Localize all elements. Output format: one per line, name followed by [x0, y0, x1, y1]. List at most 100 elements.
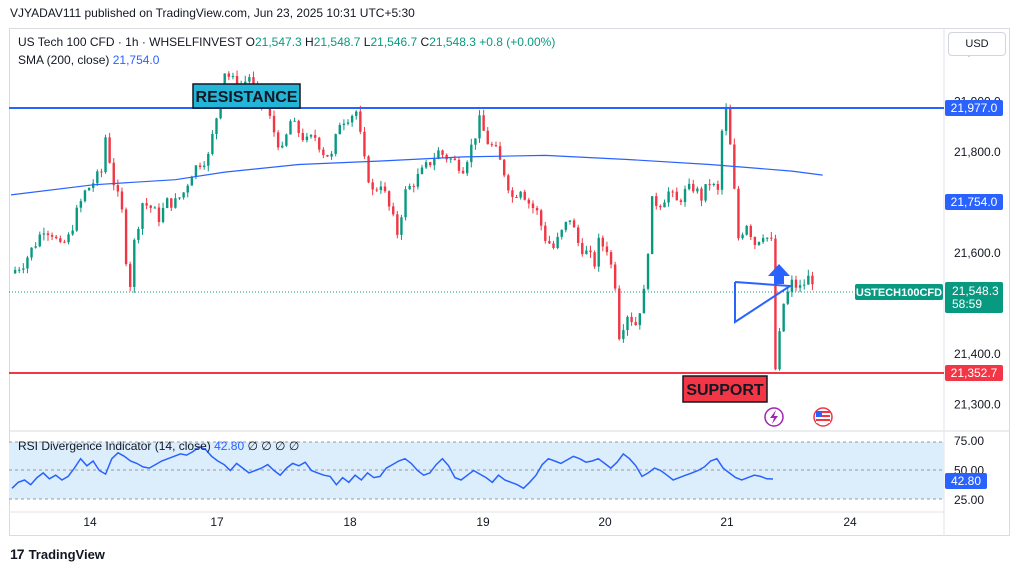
- candle-body: [811, 275, 814, 285]
- tradingview-logo-icon: 17: [10, 546, 25, 562]
- candle-body: [687, 183, 691, 190]
- lightning-event-icon[interactable]: [764, 407, 784, 427]
- candle-body: [531, 203, 535, 209]
- candle-body: [478, 115, 481, 139]
- high-value: 21,548.7: [313, 35, 361, 49]
- support-label-box[interactable]: SUPPORT: [682, 375, 768, 403]
- candle-body: [87, 187, 91, 191]
- sma-value: 21,754.0: [112, 53, 160, 67]
- sma-legend[interactable]: SMA (200, close) 21,754.0: [18, 53, 159, 67]
- symbol-title: US Tech 100 CFD · 1h · WHSELFINVEST: [18, 35, 243, 49]
- high-label: H: [305, 35, 314, 49]
- candle-body: [774, 238, 777, 370]
- footer-brand: TradingView: [28, 546, 105, 562]
- candle-body: [650, 196, 654, 255]
- candle-body: [630, 316, 633, 323]
- candle-body: [724, 108, 728, 131]
- candle-body: [803, 284, 806, 286]
- price-tick-label: 21,800.0: [954, 145, 1001, 159]
- candle-body: [165, 198, 169, 209]
- last-price-tag: 21,548.3 58:59: [945, 282, 1003, 313]
- resistance-label-box[interactable]: RESISTANCE: [192, 83, 301, 109]
- candle-body: [186, 185, 189, 193]
- up-arrow-icon[interactable]: [768, 264, 790, 284]
- currency-button[interactable]: USD: [948, 32, 1006, 56]
- tradingview-logo[interactable]: 17 TradingView: [10, 546, 105, 562]
- rsi-tick-label: 25.00: [954, 493, 984, 507]
- candle-body: [404, 189, 407, 218]
- candle-body: [597, 237, 600, 267]
- candle-body: [301, 133, 305, 141]
- candle-body: [408, 185, 411, 190]
- rsi-legend[interactable]: RSI Divergence Indicator (14, close) 42.…: [18, 439, 299, 453]
- candle-body: [539, 210, 543, 226]
- candle-body: [737, 188, 740, 239]
- candle-body: [798, 285, 802, 288]
- candle-body: [116, 185, 120, 192]
- support-label: SUPPORT: [686, 382, 764, 399]
- candle-body: [585, 250, 588, 255]
- candle-body: [441, 150, 444, 155]
- candle-body: [153, 207, 157, 209]
- rsi-band: [9, 442, 944, 499]
- candle-body: [55, 236, 58, 239]
- candle-body: [67, 234, 70, 243]
- us-flag-event-icon[interactable]: [813, 407, 833, 427]
- candle-body: [178, 197, 181, 199]
- candle-body: [289, 121, 292, 135]
- sma-line: [10, 154, 823, 196]
- candle-body: [420, 167, 424, 174]
- candle-body: [535, 208, 539, 211]
- candle-body: [227, 73, 231, 77]
- candle-body: [712, 183, 715, 185]
- candle-body: [104, 137, 107, 173]
- candle-body: [683, 189, 687, 203]
- candle-body: [581, 242, 584, 255]
- symbol-legend[interactable]: US Tech 100 CFD · 1h · WHSELFINVEST O 21,…: [18, 35, 555, 49]
- time-axis[interactable]: 14 17 18 19 20 21 24: [83, 515, 857, 529]
- candle-body: [412, 185, 415, 187]
- candle-body: [527, 199, 531, 204]
- candle-body: [593, 252, 596, 267]
- time-tick-label: 14: [83, 515, 97, 529]
- candle-body: [367, 156, 370, 183]
- candle-body: [663, 202, 666, 208]
- candle-body: [59, 238, 62, 242]
- candle-body: [749, 225, 752, 237]
- candle-body: [211, 133, 214, 154]
- candle-body: [75, 207, 78, 231]
- candle-body: [235, 75, 239, 89]
- candle-body: [124, 209, 128, 265]
- candle-body: [449, 158, 452, 160]
- candle-body: [605, 246, 609, 253]
- candle-body: [622, 330, 625, 340]
- candle-body: [128, 264, 132, 287]
- candle-body: [108, 137, 111, 163]
- time-tick-label: 21: [720, 515, 734, 529]
- candle-body: [46, 233, 50, 236]
- candle-body: [50, 235, 54, 237]
- candle-body: [507, 175, 510, 191]
- candle-body: [26, 257, 29, 269]
- candle-body: [83, 190, 87, 202]
- sma-price-tag: 21,754.0: [945, 194, 1003, 210]
- candle-body: [502, 159, 506, 176]
- triangle-pattern[interactable]: [734, 281, 794, 324]
- candle-body: [363, 131, 366, 157]
- candle-body: [120, 191, 124, 210]
- candle-body: [322, 149, 325, 156]
- candle-body: [22, 268, 25, 270]
- price-axis[interactable]: 22,000.021,900.021,800.021,700.021,600.0…: [954, 44, 1001, 412]
- candle-body: [190, 176, 194, 186]
- candle-body: [461, 170, 465, 174]
- open-label: O: [245, 35, 255, 49]
- candle-body: [560, 229, 563, 237]
- candle-body: [133, 239, 136, 287]
- candle-body: [285, 134, 288, 146]
- candle-body: [338, 125, 341, 135]
- candle-body: [400, 217, 403, 235]
- candle-body: [231, 75, 235, 77]
- candle-body: [281, 145, 284, 148]
- close-value: 21,548.3: [429, 35, 476, 49]
